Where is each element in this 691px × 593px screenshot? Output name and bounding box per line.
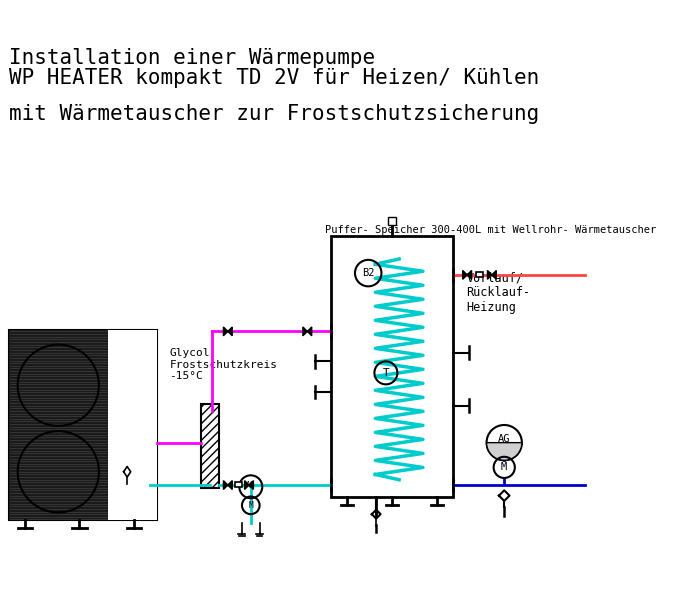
Polygon shape (223, 480, 228, 489)
Bar (108, 330, 157, 520)
Polygon shape (223, 327, 228, 336)
Polygon shape (487, 270, 492, 279)
Bar (235, 482, 242, 487)
Text: Vorlauf/
Rücklauf-
Heizung: Vorlauf/ Rücklauf- Heizung (466, 272, 531, 314)
Text: Installation einer Wärmepumpe: Installation einer Wärmepumpe (9, 48, 375, 68)
Polygon shape (307, 327, 312, 336)
Text: WP HEATER kompakt TD 2V für Heizen/ Kühlen: WP HEATER kompakt TD 2V für Heizen/ Kühl… (9, 68, 539, 88)
Text: M: M (249, 501, 253, 510)
Polygon shape (492, 270, 496, 279)
Bar (201, 404, 219, 487)
Polygon shape (249, 480, 254, 489)
Text: B2: B2 (362, 268, 375, 278)
Polygon shape (228, 327, 232, 336)
Polygon shape (245, 480, 249, 489)
Polygon shape (303, 327, 307, 336)
Polygon shape (463, 270, 467, 279)
Wedge shape (486, 442, 522, 460)
Text: M: M (501, 463, 507, 473)
Text: T: T (383, 368, 389, 378)
Polygon shape (228, 480, 232, 489)
Bar (9, 330, 157, 520)
Bar (388, 218, 397, 225)
Text: Glycol
Frostschutzkreis
-15°C: Glycol Frostschutzkreis -15°C (169, 348, 278, 381)
Bar (331, 236, 453, 496)
Text: Puffer- Speicher 300-400L mit Wellrohr- Wärmetauscher: Puffer- Speicher 300-400L mit Wellrohr- … (325, 225, 656, 234)
Bar (9, 330, 108, 520)
Bar (476, 272, 483, 276)
Polygon shape (467, 270, 471, 279)
Text: AG: AG (498, 434, 511, 444)
Text: AG: AG (246, 480, 256, 490)
Text: mit Wärmetauscher zur Frostschutzsicherung: mit Wärmetauscher zur Frostschutzsicheru… (9, 104, 539, 123)
